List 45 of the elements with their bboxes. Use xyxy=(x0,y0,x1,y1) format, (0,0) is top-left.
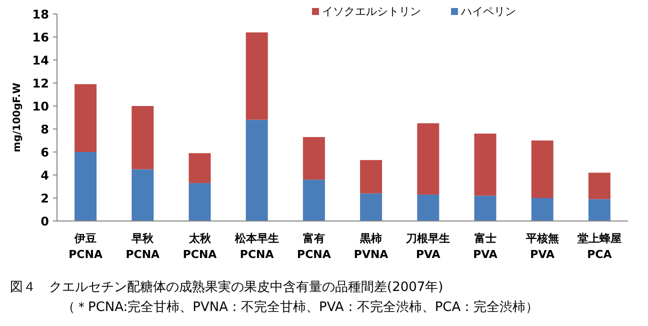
x-tick-label: 刀根早生 PVA xyxy=(405,232,450,261)
y-tick-label: 10 xyxy=(32,100,49,114)
bar xyxy=(588,172,610,200)
bar xyxy=(188,153,211,184)
y-tick-label: 14 xyxy=(32,54,49,68)
y-tick-label: 0 xyxy=(40,214,49,228)
bar xyxy=(246,32,268,120)
bar xyxy=(531,140,554,198)
bar xyxy=(474,196,496,221)
bar xyxy=(417,194,440,221)
bar xyxy=(588,199,610,221)
bar xyxy=(417,123,440,195)
x-tick-label: 伊豆 PCNA xyxy=(68,232,103,261)
y-tick-label: 18 xyxy=(32,8,49,22)
bar xyxy=(360,160,382,194)
bar xyxy=(74,152,97,221)
x-tick-label: 太秋 PCNA xyxy=(182,232,218,261)
y-tick-label: 6 xyxy=(40,146,49,160)
bar xyxy=(302,180,325,221)
y-tick-label: 2 xyxy=(40,192,49,206)
text: 図４ クエルセチン配糖体の成熟果実の果皮中含有量の品種間差(2007年) xyxy=(10,279,444,295)
y-tick-label: 16 xyxy=(32,30,49,44)
x-tick-label: 平核無 PVA xyxy=(524,232,559,261)
text: （＊PCNA:完全甘柿、PVNA：不完全甘柿、PVA：不完全渋柿、PCA：完全渋柿） xyxy=(62,299,539,315)
bar xyxy=(74,84,97,152)
x-tick-label: 松本早生 PCNA xyxy=(234,232,279,261)
bar xyxy=(132,106,154,170)
x-tick-label: 早秋 PCNA xyxy=(126,232,160,261)
bar xyxy=(188,183,211,221)
bar xyxy=(246,120,268,221)
y-tick-label: 12 xyxy=(32,76,49,90)
bar xyxy=(531,198,554,221)
x-tick-label: 黒柿 PVNA xyxy=(354,232,389,261)
bar xyxy=(302,137,325,180)
x-tick-label: 堂上蜂屋 PCA xyxy=(576,232,622,261)
bar xyxy=(360,193,382,221)
legend-label: ハイペリン xyxy=(460,5,516,18)
y-tick-label: 8 xyxy=(40,122,49,136)
y-tick-label: 4 xyxy=(40,168,49,182)
bar xyxy=(132,169,154,221)
bar xyxy=(474,134,496,196)
legend-label: イソクエルシトリン xyxy=(322,5,421,18)
x-tick-label: 富士 PVA xyxy=(473,232,498,261)
x-tick-label: 富有 PCNA xyxy=(297,232,332,261)
y-axis-title: mg/100gF.W xyxy=(12,82,23,152)
